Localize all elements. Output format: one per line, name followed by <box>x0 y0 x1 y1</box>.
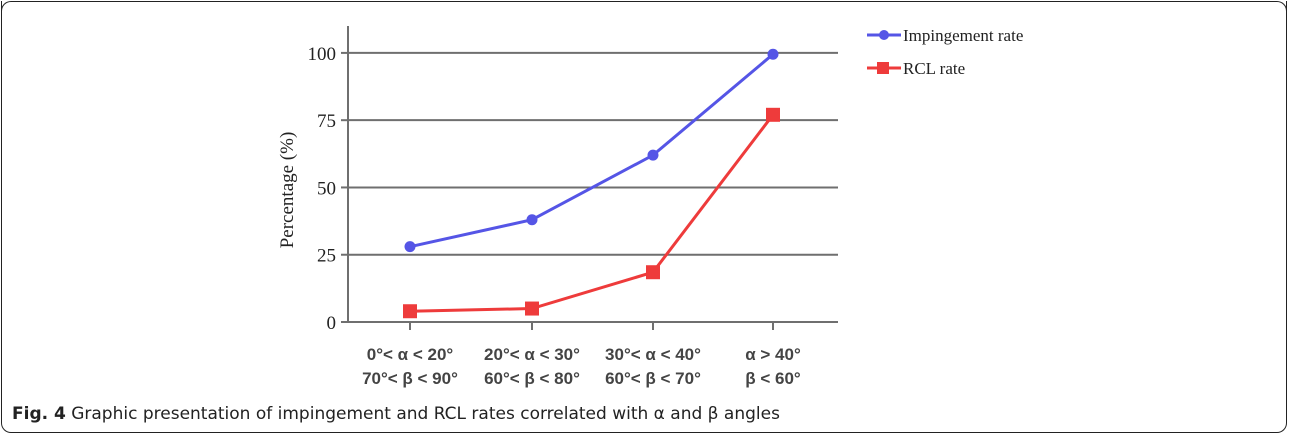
x-tick-label: 60°< β < 70° <box>605 369 701 388</box>
legend-label: RCL rate <box>903 59 965 78</box>
data-point <box>647 149 659 161</box>
series-line-2 <box>409 113 775 313</box>
legend-marker <box>879 30 889 40</box>
series-line-1 <box>409 53 774 249</box>
x-tick-label: α > 40° <box>745 345 801 364</box>
figure-caption: Fig. 4 Graphic presentation of impingeme… <box>12 404 780 424</box>
y-tick-label: 0 <box>327 313 337 334</box>
x-tick-label: 70°< β < 90° <box>362 369 458 388</box>
y-tick-label: 100 <box>308 44 337 65</box>
data-point <box>646 265 660 280</box>
data-point <box>404 241 416 253</box>
x-tick-label: 30°< α < 40° <box>605 345 701 364</box>
data-point <box>767 48 779 60</box>
x-tick-label: 60°< β < 80° <box>484 369 580 388</box>
caption-label: Fig. 4 <box>12 404 66 424</box>
y-tick-label: 75 <box>317 111 336 132</box>
grid-lines <box>348 51 838 256</box>
series-lines <box>403 48 780 319</box>
data-point <box>403 304 417 319</box>
y-axis-label: Percentage (%) <box>277 132 298 249</box>
legend-marker <box>877 62 889 74</box>
x-tick-label: β < 60° <box>745 369 801 388</box>
data-point <box>525 301 539 316</box>
y-tick-label: 50 <box>317 178 336 199</box>
y-tick-label: 25 <box>317 246 336 267</box>
data-point <box>766 107 780 122</box>
legend: Impingement rate RCL rate <box>867 26 1023 78</box>
legend-label: Impingement rate <box>903 26 1023 45</box>
axes: 0 25 50 75 100 0°< α < 20° 70°< β < 90° 20°< α … <box>308 26 838 388</box>
caption-text: Graphic presentation of impingement and … <box>65 404 780 424</box>
line-chart: 0 25 50 75 100 0°< α < 20° 70°< β < 90° 20°< α … <box>277 26 1023 388</box>
x-tick-label: 0°< α < 20° <box>367 345 454 364</box>
x-tick-label: 20°< α < 30° <box>484 345 580 364</box>
data-point <box>526 214 538 226</box>
